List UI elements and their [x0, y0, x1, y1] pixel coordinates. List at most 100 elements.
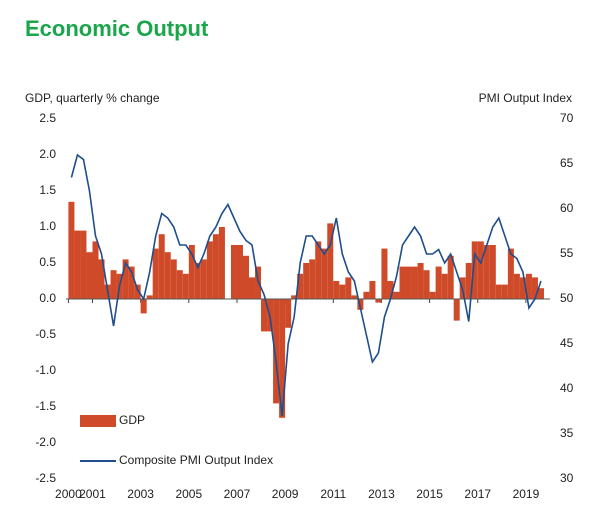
bar — [471, 241, 478, 299]
bar — [242, 255, 250, 299]
x-tick-label: 2015 — [416, 487, 443, 501]
x-tick-label: 2019 — [513, 487, 540, 501]
bar — [423, 270, 430, 299]
bar — [92, 241, 99, 299]
x-tick-label: 2011 — [320, 487, 346, 501]
bar — [218, 227, 225, 299]
x-tick-label: 2005 — [175, 487, 202, 501]
bar — [327, 223, 334, 299]
bar — [309, 259, 316, 299]
bar — [249, 277, 256, 299]
bar — [411, 266, 418, 299]
y2-tick-label: 60 — [560, 201, 574, 215]
bar — [531, 277, 538, 299]
bar — [176, 270, 183, 299]
bar — [465, 263, 472, 299]
bar — [285, 299, 292, 328]
bar — [194, 263, 201, 299]
bar — [315, 241, 322, 299]
bar — [122, 259, 129, 299]
bar — [441, 273, 448, 299]
bar — [453, 299, 460, 321]
bar — [74, 230, 81, 299]
y-tick-label: 2.0 — [39, 147, 56, 161]
bar — [351, 295, 358, 299]
bar — [519, 277, 526, 299]
y-tick-label: 2.5 — [39, 111, 56, 125]
bar — [537, 288, 544, 299]
y-tick-label: 1.5 — [39, 183, 56, 197]
y2-tick-label: 50 — [560, 291, 574, 305]
bar — [375, 299, 382, 303]
y2-tick-label: 30 — [560, 471, 574, 485]
bar — [170, 259, 177, 299]
bar — [489, 245, 496, 299]
bar — [483, 245, 490, 299]
y2-tick-label: 45 — [560, 336, 574, 350]
y2-tick-label: 65 — [560, 156, 574, 170]
bar — [206, 241, 213, 299]
bar — [513, 273, 520, 299]
bar — [128, 266, 135, 299]
bar — [333, 281, 340, 299]
bar — [399, 266, 406, 299]
bar — [188, 245, 195, 299]
y2-tick-label: 70 — [560, 111, 574, 125]
bar — [501, 284, 508, 299]
y-tick-label: -2.5 — [35, 471, 56, 485]
x-tick-label: 2013 — [368, 487, 395, 501]
bar — [182, 273, 189, 299]
legend-swatch — [80, 415, 116, 427]
bar — [303, 263, 310, 299]
bar — [200, 259, 207, 299]
chart-title: Economic Output — [25, 16, 209, 41]
bar — [381, 248, 388, 299]
x-tick-label: 2009 — [272, 487, 299, 501]
y2-tick-label: 35 — [560, 426, 574, 440]
y-tick-label: 0.5 — [39, 255, 56, 269]
y2-tick-label: 55 — [560, 246, 574, 260]
bar — [110, 270, 117, 299]
y-tick-label: 1.0 — [39, 219, 56, 233]
bar — [393, 291, 400, 299]
bar — [86, 252, 93, 299]
bar — [140, 299, 147, 314]
y-tick-label: -1.0 — [35, 363, 56, 377]
bar — [363, 291, 370, 299]
x-tick-label: 2000 — [55, 487, 82, 501]
bar — [447, 255, 454, 299]
bar — [405, 266, 412, 299]
bar — [146, 295, 153, 299]
bar — [261, 299, 268, 332]
bar — [495, 284, 502, 299]
x-tick-label: 2017 — [464, 487, 491, 501]
x-tick-label: 2003 — [127, 487, 154, 501]
y-tick-label: -1.5 — [35, 399, 56, 413]
bar — [477, 241, 484, 299]
bar — [291, 295, 298, 299]
bar — [321, 248, 328, 299]
bar — [230, 245, 237, 299]
bar — [387, 281, 394, 299]
y2-tick-label: 40 — [560, 381, 574, 395]
bar — [429, 291, 436, 299]
bar — [158, 234, 165, 299]
bar — [369, 281, 376, 299]
x-tick-label: 2001 — [79, 487, 106, 501]
y-axis-title: GDP, quarterly % change — [25, 91, 160, 105]
legend-label: GDP — [119, 413, 145, 427]
bar — [236, 245, 243, 299]
bar — [152, 248, 159, 299]
y-tick-label: 0.0 — [39, 291, 56, 305]
y-tick-label: -0.5 — [35, 327, 56, 341]
y-tick-label: -2.0 — [35, 435, 56, 449]
bar — [98, 259, 105, 299]
bar — [273, 299, 280, 404]
x-tick-label: 2007 — [224, 487, 251, 501]
bar — [68, 201, 75, 299]
bar — [345, 277, 352, 299]
bar — [80, 230, 87, 299]
bar — [164, 252, 171, 299]
y2-axis-title: PMI Output Index — [479, 91, 572, 105]
bar — [525, 273, 532, 299]
